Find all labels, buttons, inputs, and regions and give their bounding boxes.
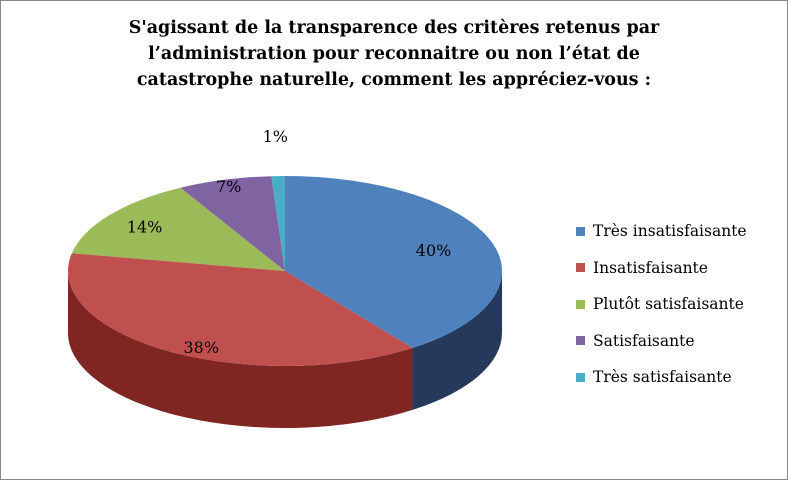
legend-item-tres-satisfaisante: Très satisfaisante: [576, 365, 747, 390]
chart-title-line-2: l’administration pour reconnaitre ou non…: [148, 44, 640, 64]
legend-item-tres-insatisfaisante: Très insatisfaisante: [576, 219, 747, 244]
chart-title: S'agissant de la transparence des critèr…: [61, 15, 727, 93]
legend-label: Très insatisfaisante: [593, 222, 747, 241]
legend-label: Plutôt satisfaisante: [593, 295, 744, 314]
legend-swatch: [576, 336, 585, 346]
legend-swatch: [576, 226, 585, 236]
legend-label: Satisfaisante: [593, 331, 695, 350]
chart-title-line-1: S'agissant de la transparence des critèr…: [128, 18, 660, 38]
legend-swatch: [576, 299, 585, 309]
data-label: 7%: [216, 177, 241, 196]
chart-title-line-3: catastrophe naturelle, comment les appré…: [136, 70, 652, 90]
data-label: 40%: [416, 241, 452, 260]
legend-item-insatisfaisante: Insatisfaisante: [576, 256, 747, 281]
data-label: 14%: [127, 217, 163, 236]
pie-slice: [271, 176, 285, 271]
legend-swatch: [576, 263, 585, 273]
data-label: 38%: [183, 338, 219, 357]
legend: Très insatisfaisante Insatisfaisante Plu…: [576, 219, 747, 402]
pie-slice: [285, 176, 503, 348]
pie-slice: [180, 176, 285, 271]
legend-label: Très satisfaisante: [593, 368, 732, 387]
pie-slice: [71, 187, 285, 271]
pie-side-tr-s-insatisfaisante: [412, 271, 503, 410]
data-label: 1%: [263, 127, 288, 146]
legend-item-satisfaisante: Satisfaisante: [576, 329, 747, 354]
legend-item-plutot-satisfaisante: Plutôt satisfaisante: [576, 292, 747, 317]
legend-label: Insatisfaisante: [593, 258, 708, 277]
pie-slice: [67, 253, 413, 367]
pie-side-insatisfaisante: [67, 271, 413, 429]
legend-swatch: [576, 372, 585, 382]
